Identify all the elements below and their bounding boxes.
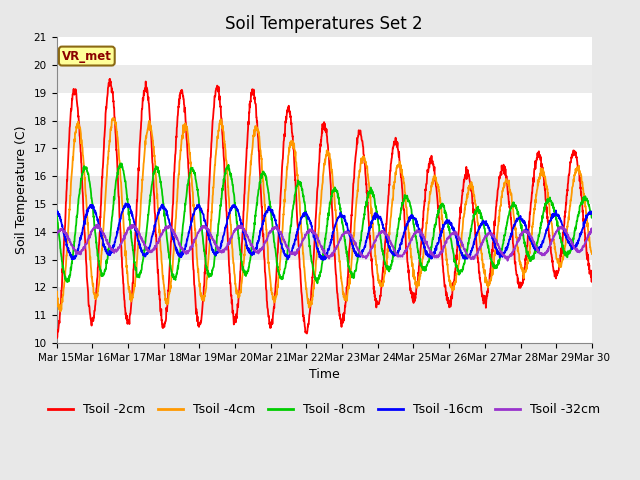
Tsoil -16cm	[588, 210, 596, 216]
Line: Tsoil -16cm: Tsoil -16cm	[56, 204, 592, 260]
Tsoil -4cm	[52, 291, 60, 297]
Tsoil -2cm	[573, 154, 580, 160]
Line: Tsoil -32cm: Tsoil -32cm	[56, 225, 592, 261]
Tsoil -16cm	[52, 207, 60, 213]
Tsoil -2cm	[474, 259, 482, 264]
Tsoil -2cm	[80, 214, 88, 220]
Tsoil -32cm	[314, 236, 321, 241]
X-axis label: Time: Time	[309, 368, 340, 381]
Tsoil -4cm	[588, 251, 596, 257]
Tsoil -32cm	[299, 236, 307, 242]
Tsoil -8cm	[573, 218, 580, 224]
Line: Tsoil -8cm: Tsoil -8cm	[56, 163, 592, 283]
Tsoil -4cm	[573, 167, 580, 172]
Tsoil -2cm	[299, 310, 307, 316]
Tsoil -2cm	[573, 155, 580, 161]
Tsoil -16cm	[573, 240, 580, 246]
Tsoil -32cm	[92, 222, 100, 228]
Tsoil -8cm	[52, 207, 60, 213]
Tsoil -16cm	[314, 244, 321, 250]
Bar	[56, 65, 592, 93]
Tsoil -32cm	[80, 244, 88, 250]
Legend: Tsoil -2cm, Tsoil -4cm, Tsoil -8cm, Tsoil -16cm, Tsoil -32cm: Tsoil -2cm, Tsoil -4cm, Tsoil -8cm, Tsoi…	[43, 398, 605, 421]
Bar	[56, 37, 592, 65]
Bar	[56, 204, 592, 232]
Bar	[56, 148, 592, 176]
Tsoil -4cm	[314, 243, 321, 249]
Tsoil -2cm	[52, 335, 60, 341]
Tsoil -2cm	[588, 268, 596, 274]
Y-axis label: Soil Temperature (C): Soil Temperature (C)	[15, 126, 28, 254]
Bar	[56, 315, 592, 343]
Tsoil -32cm	[504, 258, 511, 264]
Tsoil -2cm	[314, 189, 321, 195]
Bar	[56, 288, 592, 315]
Tsoil -16cm	[573, 240, 580, 246]
Tsoil -2cm	[106, 76, 114, 82]
Tsoil -4cm	[80, 165, 88, 171]
Tsoil -16cm	[80, 222, 88, 228]
Tsoil -8cm	[475, 209, 483, 215]
Tsoil -8cm	[116, 160, 124, 166]
Title: Soil Temperatures Set 2: Soil Temperatures Set 2	[225, 15, 423, 33]
Bar	[56, 232, 592, 260]
Tsoil -16cm	[299, 211, 307, 217]
Bar	[56, 176, 592, 204]
Bar	[56, 120, 592, 148]
Text: VR_met: VR_met	[62, 49, 112, 62]
Tsoil -4cm	[475, 223, 483, 229]
Tsoil -32cm	[474, 248, 482, 254]
Tsoil -4cm	[109, 115, 117, 121]
Tsoil -16cm	[122, 201, 129, 206]
Tsoil -32cm	[52, 232, 60, 238]
Tsoil -16cm	[475, 226, 483, 232]
Tsoil -8cm	[314, 280, 321, 286]
Tsoil -32cm	[573, 249, 580, 255]
Line: Tsoil -4cm: Tsoil -4cm	[56, 118, 592, 312]
Tsoil -4cm	[573, 164, 580, 170]
Bar	[56, 260, 592, 288]
Tsoil -8cm	[299, 191, 307, 197]
Tsoil -4cm	[57, 309, 65, 314]
Tsoil -16cm	[320, 257, 328, 263]
Tsoil -4cm	[300, 250, 307, 256]
Tsoil -8cm	[573, 218, 580, 224]
Tsoil -32cm	[588, 226, 596, 231]
Tsoil -8cm	[80, 168, 88, 174]
Tsoil -8cm	[314, 278, 321, 284]
Tsoil -32cm	[573, 245, 580, 251]
Bar	[56, 93, 592, 120]
Line: Tsoil -2cm: Tsoil -2cm	[56, 79, 592, 338]
Tsoil -8cm	[588, 215, 596, 220]
